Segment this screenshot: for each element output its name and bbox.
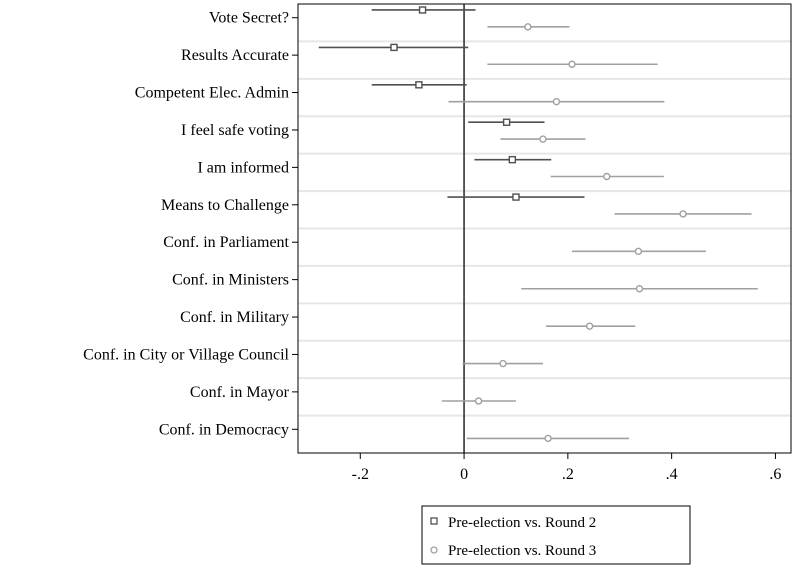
y-tick-label: Competent Elec. Admin — [135, 85, 289, 102]
point-marker-circle — [539, 135, 547, 143]
point-marker-circle — [499, 359, 507, 368]
x-tick-label: .2 — [562, 466, 574, 483]
legend-box — [421, 505, 691, 565]
y-tick-label: Conf. in Military — [180, 309, 289, 326]
legend-label-series-2: Pre-election vs. Round 3 — [448, 543, 596, 559]
y-tick-label: Conf. in Mayor — [190, 384, 290, 401]
series-2 — [441, 23, 758, 443]
point-marker-circle — [568, 60, 576, 68]
y-tick-label: Conf. in City or Village Council — [83, 346, 289, 363]
y-tick-label: I am informed — [197, 159, 289, 176]
y-tick-label: Conf. in Ministers — [172, 272, 289, 289]
y-tick-label: Conf. in Parliament — [163, 234, 289, 251]
row-separators — [298, 40, 791, 417]
legend-marker-circle — [430, 546, 438, 554]
point-marker-square — [512, 193, 520, 201]
y-axis: Vote Secret? Results Accurate Competent El… — [83, 10, 298, 438]
point-marker-square — [415, 81, 423, 89]
y-tick-label: Vote Secret? — [209, 10, 289, 27]
plot-frame — [297, 3, 792, 454]
point-marker-circle — [679, 210, 687, 218]
legend-marker-square — [430, 517, 438, 525]
point-marker-circle — [634, 247, 643, 256]
legend-label-series-1: Pre-election vs. Round 2 — [448, 515, 596, 531]
x-tick-label: .4 — [666, 466, 678, 483]
x-tick-label: -.2 — [352, 466, 369, 483]
series-1 — [318, 6, 585, 201]
series-layer — [318, 6, 758, 443]
point-marker-circle — [524, 23, 532, 31]
point-marker-square — [390, 43, 398, 52]
y-tick-label: I feel safe voting — [181, 122, 289, 139]
point-marker-circle — [635, 285, 644, 293]
point-marker-circle — [544, 434, 552, 443]
x-axis: -.2 0 .2 .4 .6 — [352, 453, 781, 483]
point-marker-circle — [603, 172, 611, 181]
point-marker-circle — [474, 397, 483, 405]
point-marker-square — [418, 6, 427, 14]
y-tick-label: Conf. in Democracy — [159, 421, 289, 438]
y-tick-label: Results Accurate — [181, 47, 289, 64]
y-tick-label: Means to Challenge — [161, 197, 289, 214]
x-tick-label: 0 — [460, 466, 468, 483]
x-tick-label: .6 — [769, 466, 781, 483]
point-marker-square — [502, 118, 511, 126]
point-marker-square — [508, 155, 517, 164]
point-marker-circle — [585, 322, 594, 330]
legend: Pre-election vs. Round 2 Pre-election vs… — [421, 505, 691, 565]
point-marker-circle — [552, 97, 561, 106]
